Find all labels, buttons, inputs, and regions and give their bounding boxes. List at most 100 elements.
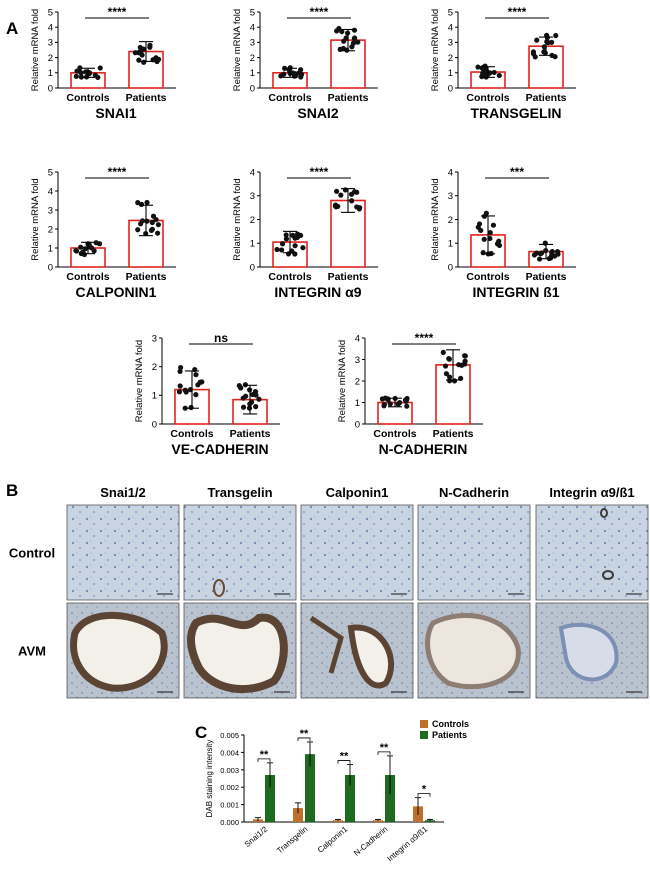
y-tick-label: 1 [48,243,53,254]
data-point [476,221,483,227]
data-point [348,191,355,197]
legend-swatch-patients [420,731,428,739]
vessel-wall-stain [347,624,394,689]
significance-bracket [297,737,311,741]
data-point [153,55,159,61]
data-point [243,393,249,399]
micrograph-frame [66,504,180,601]
data-point [552,54,558,60]
data-point [300,245,306,251]
category-label: Calponin1 [316,824,350,854]
histology-column-header: Snai1/2 [100,485,146,500]
chart-1: 0 1 2 3 4 5 Relative mRNA fold Controls Patients… [232,5,378,121]
data-point [274,246,280,253]
category-label: Snai1/2 [243,824,270,849]
significance-label: ** [300,728,309,740]
data-point [334,28,340,34]
chart-title: CALPONIN1 [76,284,157,300]
data-point [475,64,481,70]
data-point [547,255,554,261]
y-tick-label: 1 [250,68,255,79]
data-point [149,226,155,232]
data-point [350,40,357,46]
data-point [462,358,468,364]
data-point [240,404,247,410]
data-point [176,389,183,395]
data-point [136,57,142,63]
y-tick-label: 2 [48,224,53,235]
chart-title: SNAI2 [297,105,338,121]
data-point [338,192,344,198]
y-axis-label: Relative mRNA fold [430,178,441,260]
data-point [97,65,103,71]
chart-title: VE-CADHERIN [171,441,268,457]
y-tick-label: 0 [48,83,53,94]
panel-label-c: C [195,723,207,742]
y-axis-label: Relative mRNA fold [232,9,243,91]
y-axis-label: Relative mRNA fold [134,340,145,422]
significance-label: ** [340,751,349,763]
panel-b-histology: Snai1/2 Transgelin Calponin1 N-Cadherin Inte… [9,485,649,699]
data-point [339,28,345,35]
data-point [379,396,386,402]
data-point [150,213,157,219]
y-axis-label: Relative mRNA fold [30,178,41,260]
data-point [279,247,285,253]
micrograph-frame [417,504,531,601]
data-point [387,401,393,407]
significance-label: **** [415,331,434,345]
data-point [278,73,284,79]
data-point [354,189,360,195]
data-point [351,27,358,33]
y-tick-label: 2 [448,53,453,64]
micrograph-control-4 [535,504,649,601]
data-point [253,392,259,398]
y-tick-label: 0.004 [220,748,239,757]
legend-label: Patients [432,730,467,740]
y-axis-label: DAB staining intensity [205,740,214,818]
data-point [553,32,559,39]
y-tick-label: 4 [355,333,360,344]
category-label: Patients [126,271,167,283]
data-point [397,399,403,406]
y-tick-label: 1 [152,391,157,402]
data-point [136,49,142,55]
y-tick-label: 4 [48,186,53,197]
category-label: Controls [373,428,416,440]
micrograph-frame [183,504,297,601]
category-label: Patients [526,271,567,283]
data-point [149,219,155,226]
panel-c-dab-chart: 0.000 0.001 0.002 0.003 0.004 0.005 DAB staini… [205,719,469,863]
y-tick-label: 0.000 [220,818,239,827]
data-point [351,35,358,42]
data-point [496,72,502,79]
category-label: Controls [268,92,311,104]
y-tick-label: 3 [448,191,453,202]
significance-bracket [377,751,391,755]
histology-column-header: Transgelin [207,485,272,500]
data-point [298,74,304,80]
category-label: Integrin α9/ß1 [386,824,430,863]
y-tick-label: 3 [48,38,53,49]
data-point [279,241,286,247]
histology-column-header: Calponin1 [326,485,389,500]
micrograph-avm-4 [535,602,649,699]
chart-0: 0 1 2 3 4 5 Relative mRNA fold Controls Patients… [30,5,176,121]
histology-column-header: Integrin α9/ß1 [549,485,634,500]
data-point [177,383,183,389]
data-point [188,404,194,411]
data-point [446,374,453,380]
data-point [481,236,487,242]
category-label: Controls [268,271,311,283]
panel-label-b: B [6,481,18,500]
y-tick-label: 4 [448,23,453,34]
data-point [132,50,138,56]
micrograph-avm-0 [66,602,180,699]
bar-patients [385,775,395,822]
data-point [139,218,146,224]
data-point [491,69,497,76]
category-label: Patients [126,92,167,104]
y-tick-label: 3 [250,38,255,49]
significance-label: ns [214,331,228,345]
y-tick-label: 3 [250,191,255,202]
